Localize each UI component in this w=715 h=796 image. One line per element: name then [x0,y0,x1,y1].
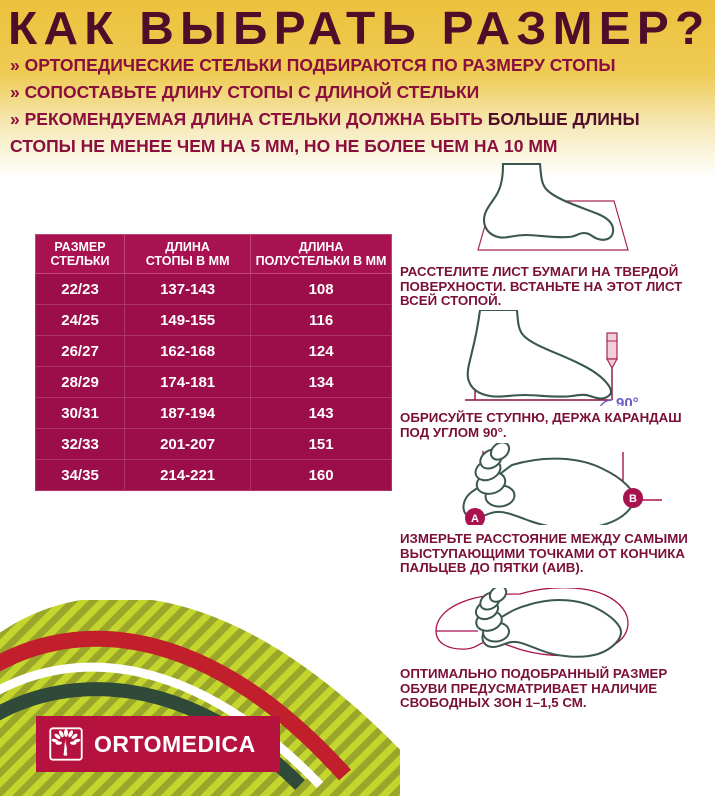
svg-text:B: B [629,493,637,505]
svg-text:90°: 90° [616,395,639,406]
svg-text:A: A [471,513,479,525]
